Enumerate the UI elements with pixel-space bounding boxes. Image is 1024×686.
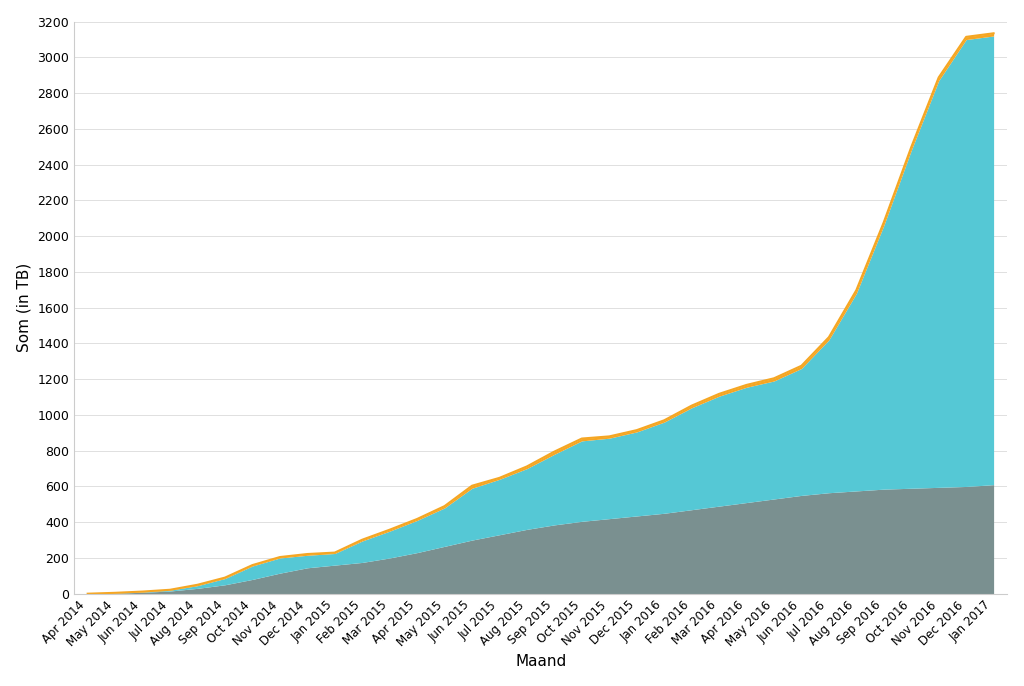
Y-axis label: Som (in TB): Som (in TB)	[16, 263, 32, 353]
X-axis label: Maand: Maand	[515, 654, 566, 670]
